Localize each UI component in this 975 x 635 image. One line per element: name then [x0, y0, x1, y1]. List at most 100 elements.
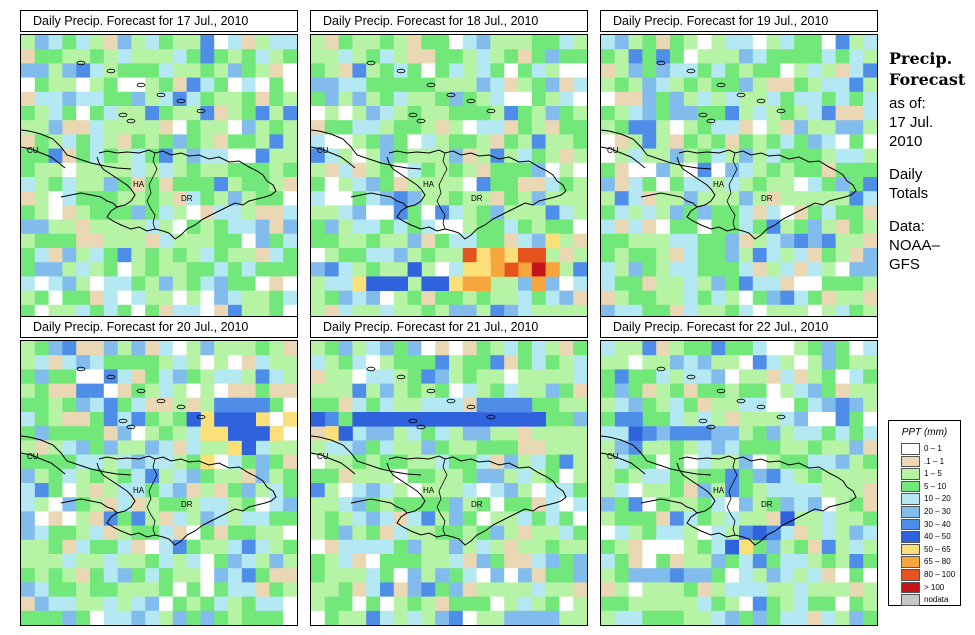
precip-cell [283, 483, 297, 498]
precip-cell [863, 454, 877, 470]
precip-cell [835, 554, 850, 569]
precip-cell [780, 304, 795, 319]
precip-cell [228, 49, 243, 64]
precip-cell [324, 596, 339, 612]
precip-cell [103, 426, 118, 441]
precip-cell [697, 162, 712, 178]
precip-cell [62, 483, 77, 498]
precip-cell [228, 63, 243, 78]
precip-cell [683, 610, 698, 625]
precip-cell [504, 304, 519, 319]
precip-cell [186, 262, 201, 277]
precip-cell [407, 497, 422, 512]
precip-cell [283, 383, 297, 399]
precip-cell [518, 454, 533, 470]
precip-cell [117, 290, 132, 306]
precip-cell [21, 412, 36, 427]
precip-cell [159, 610, 174, 625]
precip-cell [794, 369, 809, 384]
precip-cell [780, 35, 795, 50]
precip-cell [808, 248, 823, 263]
precip-cell [338, 568, 353, 583]
precip-cell [614, 290, 629, 306]
precip-cell [145, 525, 160, 541]
precip-cell [103, 568, 118, 583]
precip-cell [255, 162, 270, 178]
precip-cell [186, 63, 201, 78]
precip-cell [255, 134, 270, 149]
precip-cell [338, 525, 353, 541]
precip-cell [821, 276, 836, 291]
precip-cell [573, 205, 587, 220]
precip-cell [241, 369, 256, 384]
precip-cell [628, 290, 643, 306]
precip-cell [835, 290, 850, 306]
precip-cell [34, 511, 49, 526]
precip-cell [228, 610, 243, 625]
precip-cell [380, 525, 395, 541]
precip-cell [670, 290, 685, 306]
precip-cell [614, 568, 629, 583]
precip-cell [559, 248, 574, 263]
panel-title: Daily Precip. Forecast for 22 Jul., 2010 [600, 316, 878, 338]
precip-cell [200, 120, 215, 135]
precip-cell [863, 120, 877, 135]
precip-cell [200, 412, 215, 427]
precip-cell [476, 134, 491, 149]
precip-cell [131, 63, 146, 78]
precip-cell [780, 205, 795, 220]
precip-cell [808, 177, 823, 192]
forecast-info-sidebar: Precip. Forecast as of: 17 Jul. 2010 Dai… [889, 48, 975, 274]
precip-cell [531, 610, 546, 625]
precip-cell [683, 106, 698, 121]
precip-cell [407, 383, 422, 399]
precip-cell [683, 248, 698, 263]
precip-cell [531, 91, 546, 107]
precip-cell [103, 177, 118, 192]
precip-cell [863, 91, 877, 107]
precip-cell [380, 290, 395, 306]
precip-cell [255, 63, 270, 78]
precip-cell [739, 454, 754, 470]
precip-cell [504, 568, 519, 583]
precip-cell [76, 148, 91, 164]
precip-cell [656, 610, 671, 625]
precip-cell [269, 191, 284, 206]
precip-cell [76, 219, 91, 235]
precip-cell [380, 383, 395, 399]
precip-cell [311, 539, 326, 555]
precip-cell [849, 341, 864, 356]
precip-cell [338, 383, 353, 399]
precip-cell [366, 35, 381, 50]
precip-cell [62, 440, 77, 455]
precip-cell [573, 120, 587, 135]
precip-cell [90, 412, 105, 427]
precip-cell [614, 539, 629, 555]
precip-cell [559, 205, 574, 220]
precip-cell [435, 554, 450, 569]
precip-cell [241, 91, 256, 107]
precip-cell [283, 582, 297, 597]
precip-cell [186, 568, 201, 583]
precip-cell [601, 134, 616, 149]
precip-cell [752, 554, 767, 569]
precip-cell [725, 35, 740, 50]
island-outline [118, 112, 128, 118]
island-outline [426, 388, 436, 394]
precip-cell [421, 539, 436, 555]
precip-cell [255, 177, 270, 192]
precip-cell [739, 177, 754, 192]
precip-cell [518, 148, 533, 164]
precip-cell [449, 248, 464, 263]
precip-cell [90, 49, 105, 64]
island-outline [656, 366, 666, 372]
precip-cell [794, 205, 809, 220]
precip-cell [642, 49, 657, 64]
precip-cell [531, 355, 546, 370]
precip-cell [711, 290, 726, 306]
island-outline [706, 118, 716, 124]
precip-cell [601, 539, 616, 555]
precip-cell [863, 468, 877, 484]
precip-cell [269, 35, 284, 50]
precip-cell [573, 304, 587, 319]
